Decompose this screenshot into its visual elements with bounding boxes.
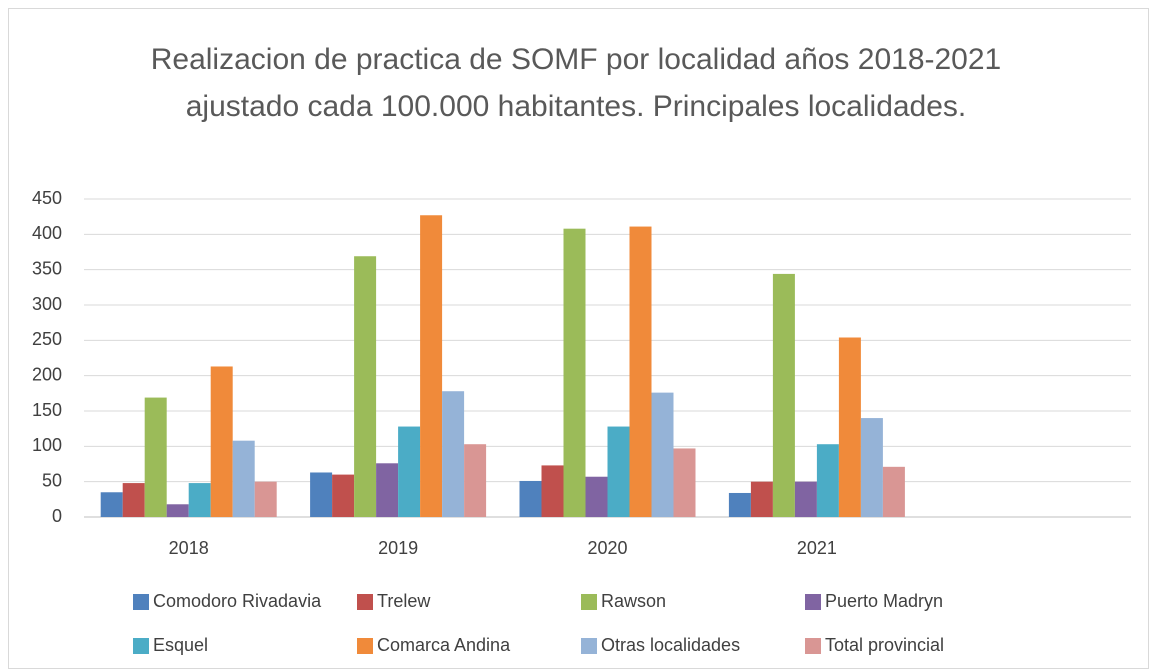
bar: [629, 226, 652, 517]
bar: [816, 444, 839, 517]
y-tick-label: 350: [32, 258, 62, 278]
legend-label: Comarca Andina: [377, 635, 511, 655]
legend-swatch: [581, 638, 597, 654]
bar: [882, 466, 905, 517]
legend-label: Comodoro Rivadavia: [153, 591, 322, 611]
y-tick-label: 400: [32, 223, 62, 243]
bar: [519, 480, 542, 517]
bar: [838, 337, 861, 517]
bar: [651, 392, 674, 517]
legend-swatch: [357, 638, 373, 654]
bar: [794, 481, 817, 517]
y-tick-label: 100: [32, 435, 62, 455]
legend-label: Trelew: [377, 591, 431, 611]
legend-swatch: [805, 638, 821, 654]
chart-title: Realizacion de practica de SOMF por loca…: [150, 43, 1002, 123]
bar: [541, 465, 564, 517]
bar: [442, 391, 465, 517]
bar: [464, 444, 487, 517]
bar: [232, 440, 255, 517]
legend-label: Otras localidades: [601, 635, 740, 655]
chart-border: [8, 8, 1149, 669]
legend-label: Puerto Madryn: [825, 591, 943, 611]
bar: [563, 228, 586, 517]
bar: [860, 418, 883, 517]
legend-label: Esquel: [153, 635, 208, 655]
bar: [354, 256, 377, 517]
bar: [772, 273, 795, 517]
bar: [310, 472, 333, 517]
bar: [398, 426, 421, 517]
bar: [673, 448, 696, 517]
legend-label: Total provincial: [825, 635, 944, 655]
bar: [166, 504, 189, 517]
legend-label: Rawson: [601, 591, 666, 611]
bar: [122, 483, 145, 517]
bar: [420, 215, 443, 517]
x-tick-label: 2019: [378, 538, 418, 558]
bar: [188, 483, 211, 517]
y-tick-label: 50: [42, 470, 62, 490]
legend-swatch: [581, 594, 597, 610]
legend-swatch: [133, 638, 149, 654]
x-tick-label: 2020: [587, 538, 627, 558]
legend-swatch: [133, 594, 149, 610]
bar: [750, 481, 773, 517]
bar: [376, 463, 399, 517]
x-tick-label: 2021: [797, 538, 837, 558]
bar: [332, 474, 355, 517]
bar: [607, 426, 630, 517]
legend-swatch: [357, 594, 373, 610]
y-tick-label: 250: [32, 329, 62, 349]
legend-swatch: [805, 594, 821, 610]
bar: [728, 492, 751, 517]
x-tick-label: 2018: [169, 538, 209, 558]
y-tick-label: 0: [52, 506, 62, 526]
y-tick-label: 150: [32, 400, 62, 420]
bar: [254, 481, 277, 517]
y-tick-label: 300: [32, 294, 62, 314]
y-tick-label: 200: [32, 364, 62, 384]
y-tick-label: 450: [32, 188, 62, 208]
bar: [210, 366, 233, 517]
bar: [585, 476, 608, 517]
bar: [144, 397, 167, 517]
bar: [100, 492, 123, 517]
